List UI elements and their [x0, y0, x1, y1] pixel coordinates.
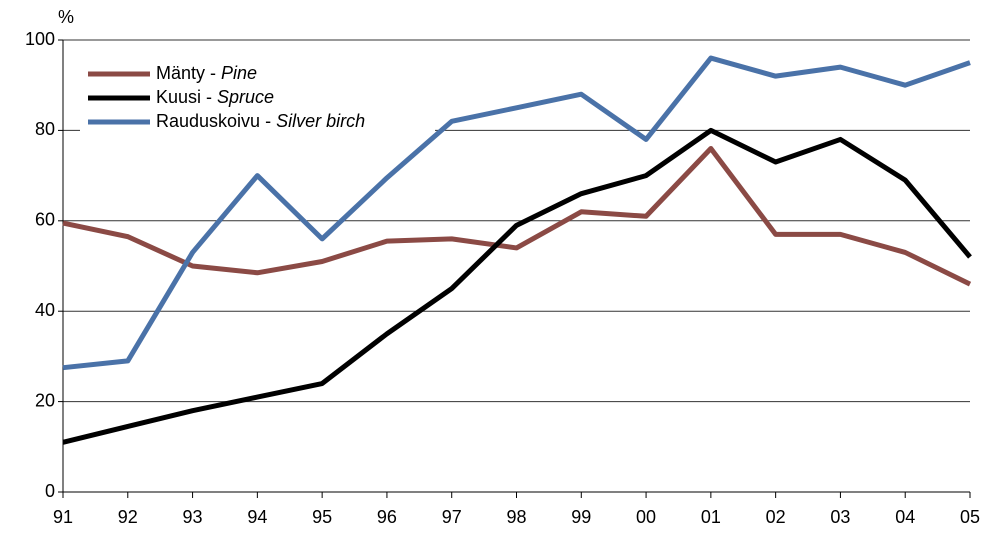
x-tick-label: 02	[766, 507, 786, 527]
y-tick-label: 100	[25, 29, 55, 49]
x-tick-label: 00	[636, 507, 656, 527]
x-tick-label: 04	[895, 507, 915, 527]
y-tick-label: 40	[35, 300, 55, 320]
x-tick-label: 94	[247, 507, 267, 527]
legend-label: Rauduskoivu - Silver birch	[156, 111, 365, 131]
x-tick-label: 93	[183, 507, 203, 527]
legend-label: Mänty - Pine	[156, 63, 257, 83]
x-tick-label: 98	[506, 507, 526, 527]
series-line	[62, 127, 972, 445]
x-tick-label: 91	[53, 507, 73, 527]
legend: Mänty - Pine Kuusi - Spruce Rauduskoivu - …	[80, 58, 435, 136]
x-tick-label: 03	[830, 507, 850, 527]
x-tick-label: 92	[118, 507, 138, 527]
legend-label: Kuusi - Spruce	[156, 87, 274, 107]
x-tick-label: 95	[312, 507, 332, 527]
x-tick-label: 97	[442, 507, 462, 527]
series-line	[62, 145, 972, 287]
series-line	[62, 55, 971, 371]
x-tick-label: 01	[701, 507, 721, 527]
x-tick-label: 99	[571, 507, 591, 527]
y-tick-label: 0	[45, 481, 55, 501]
y-tick-label: 60	[35, 210, 55, 230]
y-axis-label: %	[58, 7, 74, 27]
x-tick-label: 96	[377, 507, 397, 527]
x-tick-label: 05	[960, 507, 980, 527]
y-tick-label: 80	[35, 119, 55, 139]
y-tick-label: 20	[35, 390, 55, 410]
